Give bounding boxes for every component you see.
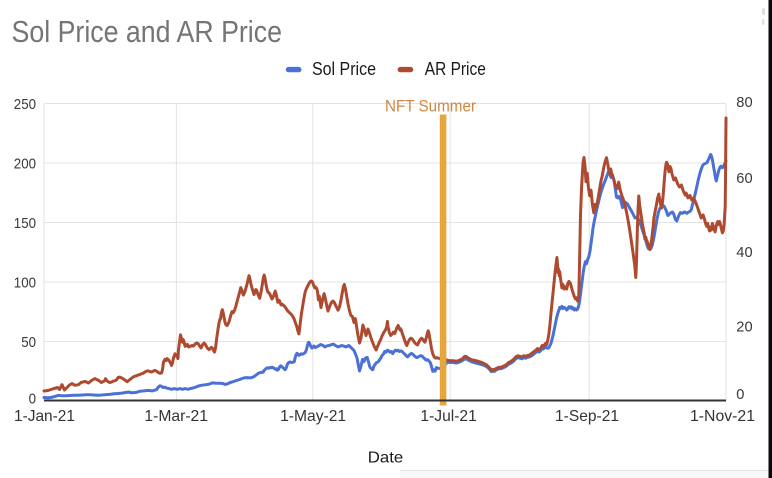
svg-text:0: 0 bbox=[29, 391, 36, 408]
svg-text:Date: Date bbox=[368, 450, 404, 467]
svg-text:50: 50 bbox=[21, 334, 36, 351]
svg-text:200: 200 bbox=[14, 155, 36, 172]
svg-text:1-Jul-21: 1-Jul-21 bbox=[420, 408, 476, 425]
svg-text:1-May-21: 1-May-21 bbox=[280, 408, 346, 425]
svg-text:1-Sep-21: 1-Sep-21 bbox=[555, 408, 619, 425]
svg-text:0: 0 bbox=[736, 386, 744, 403]
svg-text:1-Jan-21: 1-Jan-21 bbox=[14, 408, 75, 425]
svg-text:80: 80 bbox=[736, 94, 752, 111]
svg-text:Sol Price and AR Price: Sol Price and AR Price bbox=[12, 14, 283, 49]
svg-text:1-Nov-21: 1-Nov-21 bbox=[690, 408, 755, 425]
svg-text:NFT Summer: NFT Summer bbox=[385, 97, 476, 115]
svg-text:250: 250 bbox=[14, 96, 36, 113]
svg-text:Sol Price: Sol Price bbox=[312, 58, 376, 79]
svg-text:150: 150 bbox=[14, 215, 36, 232]
svg-text:40: 40 bbox=[736, 244, 752, 261]
svg-text:1-Mar-21: 1-Mar-21 bbox=[144, 408, 208, 425]
svg-text:AR Price: AR Price bbox=[425, 58, 486, 79]
svg-text:20: 20 bbox=[736, 318, 752, 335]
svg-text:60: 60 bbox=[736, 170, 752, 187]
svg-text:100: 100 bbox=[14, 274, 36, 291]
